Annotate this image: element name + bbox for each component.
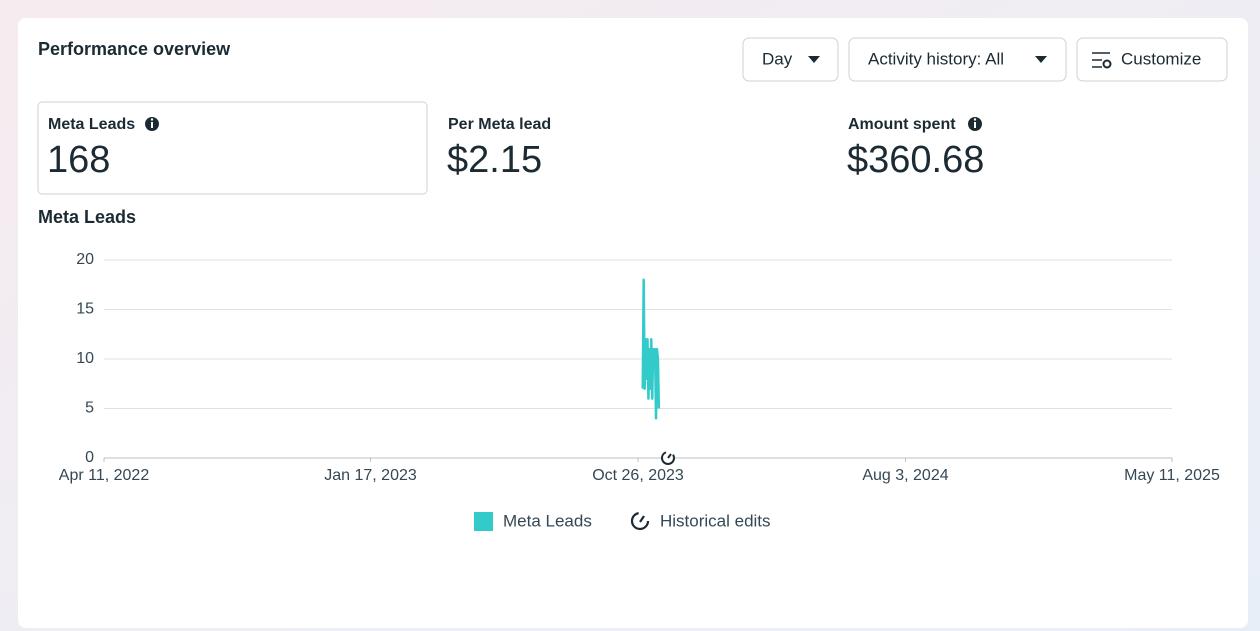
button[interactable] [1076, 37, 1228, 82]
button[interactable] [742, 37, 839, 82]
metric-label: Meta Leads [48, 116, 135, 133]
chart-title: Meta Leads [38, 207, 136, 227]
button[interactable] [848, 37, 1067, 82]
button-label[interactable]: Customize [1121, 49, 1201, 68]
y-tick-label: 0 [85, 449, 94, 466]
data-line [641, 278, 661, 420]
legend-label: Historical edits [660, 511, 771, 530]
y-tick-label: 20 [76, 251, 94, 268]
metric-label: Amount spent [848, 116, 956, 133]
x-tick-label: May 11, 2025 [1124, 467, 1220, 484]
x-tick-label: Oct 26, 2023 [592, 467, 684, 484]
day-button[interactable]: Day [742, 37, 839, 82]
y-tick-label: 10 [76, 350, 94, 367]
button-label[interactable]: Activity history: All [868, 49, 1004, 68]
metric-value: $360.68 [847, 139, 984, 181]
x-tick-label: Jan 17, 2023 [324, 467, 417, 484]
customize-icon [1092, 52, 1110, 68]
plot: 0 5 10 15 20 Apr 11, 2022 Jan 17, 2023 Oct 26, … [59, 251, 1220, 484]
gear-icon [1102, 59, 1112, 69]
legend-label: Meta Leads [503, 511, 592, 530]
info-icon [968, 117, 982, 131]
x-tick-label: Aug 3, 2024 [862, 467, 948, 484]
y-tick-label: 5 [85, 400, 94, 417]
metric-label: Per Meta lead [448, 116, 551, 133]
metric-card[interactable] [37, 101, 428, 195]
button-label[interactable]: Day [762, 49, 793, 68]
legend-swatch [474, 512, 493, 531]
customize-button[interactable]: Customize [1076, 37, 1228, 82]
caret [1035, 56, 1047, 63]
metric-value: 168 [47, 139, 110, 181]
panel-title: Performance overview [38, 39, 231, 59]
edit-marker [661, 451, 675, 465]
legend-icon [630, 511, 650, 531]
y-tick-label: 15 [76, 301, 94, 318]
caret [808, 56, 820, 63]
metric-value: $2.15 [447, 139, 542, 181]
activity-button[interactable]: Activity history: All [848, 37, 1067, 82]
info-icon [145, 117, 159, 131]
x-tick-label: Apr 11, 2022 [59, 467, 150, 484]
